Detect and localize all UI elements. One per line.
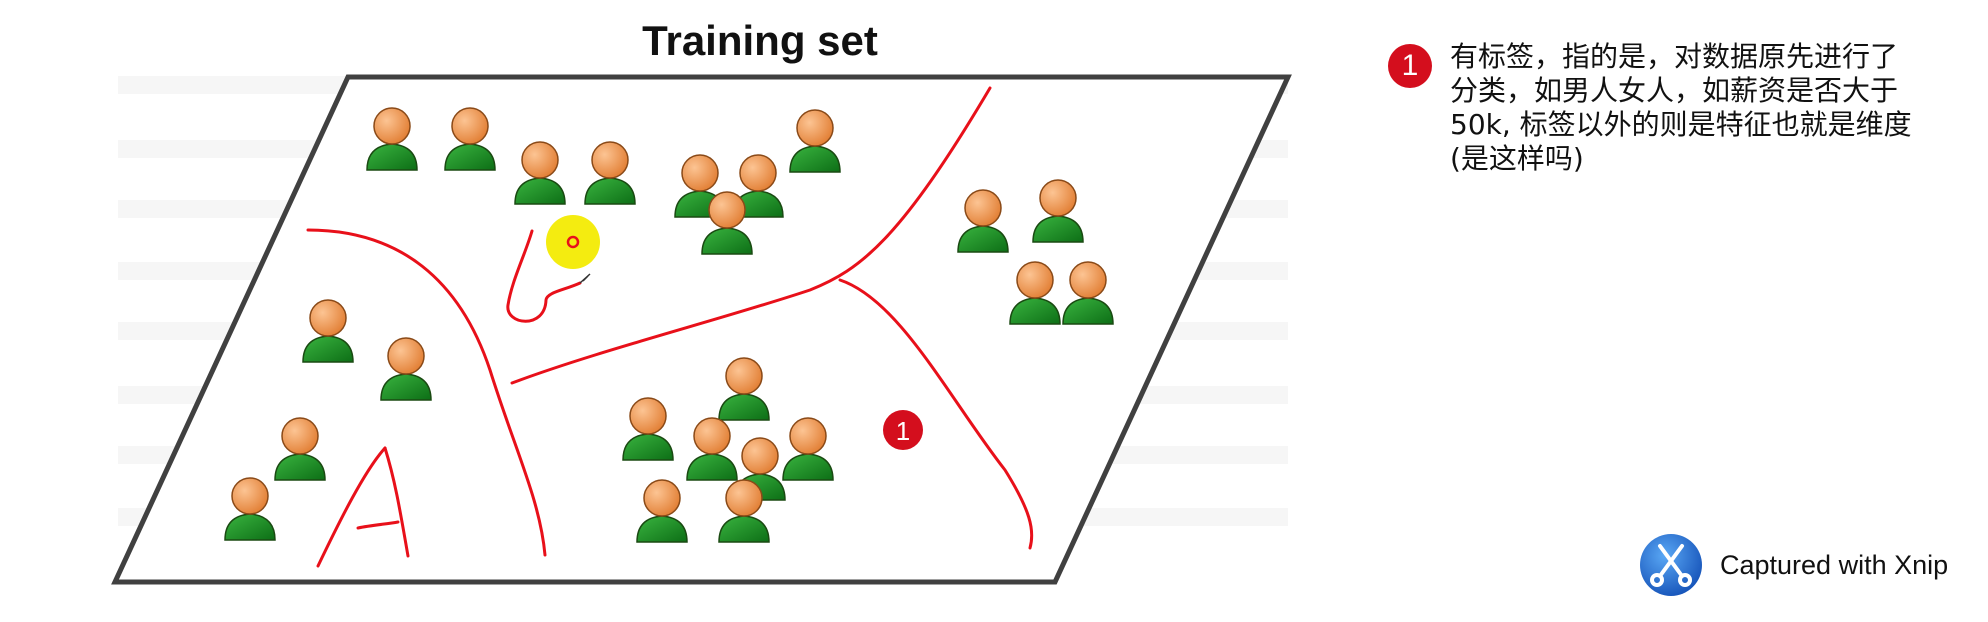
boundary-left-curve (306, 228, 547, 557)
annotation-note: 1 有标签，指的是，对数据原先进行了 分类，如男人女人，如薪资是否大于 50k,… (1388, 40, 1948, 176)
pen-cursor-icon (579, 273, 591, 284)
boundary-center-line (510, 86, 992, 385)
note-badge: 1 (1388, 44, 1432, 88)
marker-badge: 1 (883, 410, 923, 450)
sketch-a-left-stroke (316, 446, 387, 568)
boundary-right-curve (838, 278, 1034, 550)
sketch-b-stroke (506, 229, 582, 323)
note-text: 有标签，指的是，对数据原先进行了 分类，如男人女人，如薪资是否大于 50k, 标… (1450, 40, 1912, 175)
decision-boundaries (306, 86, 1034, 568)
marker-badge-label: 1 (896, 416, 910, 446)
xnip-label: Captured with Xnip (1720, 549, 1949, 580)
xnip-scissors-icon (1640, 534, 1702, 596)
xnip-watermark: Captured with Xnip (1638, 532, 1948, 598)
sketch-a-right-stroke (383, 446, 410, 558)
diagram-title: Training set (642, 17, 878, 64)
cursor-highlight (546, 215, 600, 284)
sketch-a-bar-stroke (356, 520, 400, 530)
